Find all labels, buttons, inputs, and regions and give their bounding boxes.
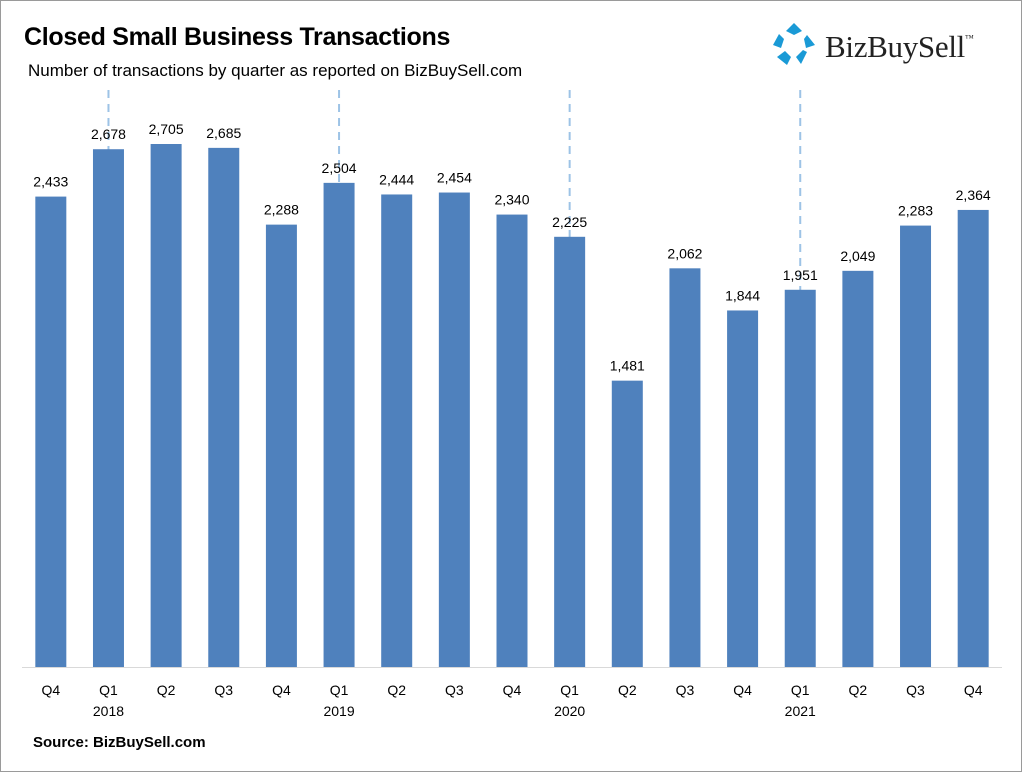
- bar: [611, 380, 643, 667]
- bar: [669, 268, 701, 667]
- x-year-label: 2021: [785, 703, 816, 719]
- x-tick-label: Q1: [99, 682, 118, 698]
- x-tick-label: Q2: [157, 682, 176, 698]
- data-label: 2,504: [322, 160, 357, 176]
- data-label: 2,288: [264, 202, 299, 218]
- data-label: 2,283: [898, 203, 933, 219]
- x-tick-label: Q4: [41, 682, 60, 698]
- x-tick-label: Q1: [330, 682, 349, 698]
- x-tick-label: Q1: [791, 682, 810, 698]
- bar: [208, 147, 240, 667]
- data-label: 2,364: [956, 187, 991, 203]
- bar: [900, 225, 932, 668]
- x-tick-label: Q4: [503, 682, 522, 698]
- bar: [554, 236, 586, 667]
- x-tick-label: Q4: [272, 682, 291, 698]
- x-year-label: 2020: [554, 703, 585, 719]
- data-label: 2,685: [206, 125, 241, 141]
- x-tick-label: Q2: [387, 682, 406, 698]
- data-label: 2,444: [379, 171, 414, 187]
- bar: [381, 194, 413, 668]
- data-label: 1,951: [783, 267, 818, 283]
- bar: [784, 289, 816, 667]
- x-year-label: 2018: [93, 703, 124, 719]
- data-label: 2,049: [840, 248, 875, 264]
- data-label: 2,225: [552, 214, 587, 230]
- chart-subtitle: Number of transactions by quarter as rep…: [28, 61, 523, 80]
- data-label: 2,340: [494, 192, 529, 208]
- bar: [438, 192, 470, 667]
- bar: [35, 196, 67, 667]
- logo-wordmark: BizBuySell™: [825, 28, 974, 65]
- chart-title: Closed Small Business Transactions: [24, 23, 451, 51]
- x-tick-label: Q3: [676, 682, 695, 698]
- data-label: 2,705: [149, 121, 184, 137]
- x-tick-label: Q3: [445, 682, 464, 698]
- data-label: 1,844: [725, 287, 760, 303]
- source-note: Source: BizBuySell.com: [33, 734, 206, 751]
- bizbuysell-logo: BizBuySell™: [771, 21, 974, 72]
- x-year-label: 2019: [323, 703, 354, 719]
- data-label: 2,678: [91, 126, 126, 142]
- bar: [957, 209, 989, 668]
- logo-trademark: ™: [964, 32, 974, 43]
- bar: [323, 182, 355, 667]
- data-label: 1,481: [610, 358, 645, 374]
- bar: [496, 214, 528, 667]
- x-tick-label: Q1: [560, 682, 579, 698]
- x-tick-label: Q4: [733, 682, 752, 698]
- logo-text: BizBuySell: [825, 28, 965, 64]
- x-tick-label: Q3: [214, 682, 233, 698]
- x-tick-label: Q2: [618, 682, 637, 698]
- x-tick-label: Q4: [964, 682, 983, 698]
- bar: [150, 144, 182, 667]
- star-pentagon-icon: [771, 21, 817, 72]
- data-label: 2,062: [667, 245, 702, 261]
- bar: [92, 149, 124, 667]
- x-tick-label: Q2: [849, 682, 868, 698]
- x-tick-label: Q3: [906, 682, 925, 698]
- bar: [265, 224, 297, 668]
- data-label: 2,454: [437, 170, 472, 186]
- bar: [842, 270, 874, 667]
- bar: [727, 310, 759, 667]
- data-label: 2,433: [33, 174, 68, 190]
